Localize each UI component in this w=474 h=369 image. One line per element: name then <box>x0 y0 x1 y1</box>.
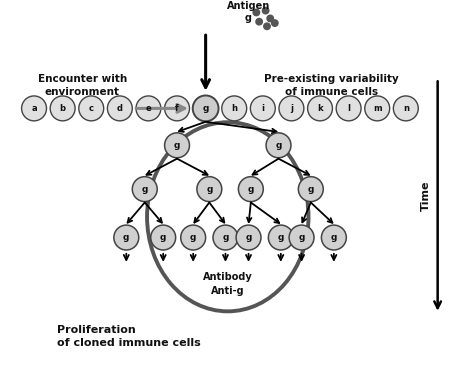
Text: g: g <box>190 233 196 242</box>
Text: b: b <box>60 104 65 113</box>
Circle shape <box>22 96 46 121</box>
Circle shape <box>272 20 278 26</box>
Circle shape <box>151 225 176 250</box>
Circle shape <box>250 96 275 121</box>
Text: h: h <box>231 104 237 113</box>
Circle shape <box>236 225 261 250</box>
Circle shape <box>193 96 219 121</box>
Text: Antigen: Antigen <box>227 1 270 11</box>
Text: m: m <box>373 104 382 113</box>
Circle shape <box>164 133 190 158</box>
Text: g: g <box>245 13 252 23</box>
Circle shape <box>289 225 314 250</box>
Text: g: g <box>308 184 314 194</box>
Circle shape <box>393 96 418 121</box>
Text: l: l <box>347 104 350 113</box>
Circle shape <box>365 96 390 121</box>
Text: Pre-existing variability
of immune cells: Pre-existing variability of immune cells <box>264 74 399 97</box>
Circle shape <box>50 96 75 121</box>
Circle shape <box>181 225 206 250</box>
Text: j: j <box>290 104 293 113</box>
Text: e: e <box>146 104 151 113</box>
Text: a: a <box>31 104 37 113</box>
Circle shape <box>298 177 323 201</box>
Circle shape <box>264 23 270 30</box>
Circle shape <box>238 177 263 201</box>
Text: g: g <box>142 184 148 194</box>
Circle shape <box>336 96 361 121</box>
Circle shape <box>267 15 273 22</box>
Circle shape <box>268 225 293 250</box>
Circle shape <box>164 96 190 121</box>
Circle shape <box>256 18 263 25</box>
Circle shape <box>213 225 238 250</box>
Text: c: c <box>89 104 94 113</box>
Text: g: g <box>202 104 209 113</box>
Text: g: g <box>278 233 284 242</box>
Text: g: g <box>331 233 337 242</box>
Text: g: g <box>247 184 254 194</box>
Circle shape <box>108 96 132 121</box>
Text: d: d <box>117 104 123 113</box>
Text: Proliferation
of cloned immune cells: Proliferation of cloned immune cells <box>57 325 201 348</box>
Text: n: n <box>403 104 409 113</box>
Text: Time: Time <box>421 181 431 211</box>
Circle shape <box>197 177 222 201</box>
Circle shape <box>114 225 139 250</box>
Circle shape <box>263 7 269 14</box>
Circle shape <box>222 96 246 121</box>
Text: g: g <box>174 141 180 150</box>
Text: g: g <box>246 233 252 242</box>
Text: k: k <box>317 104 323 113</box>
Text: f: f <box>175 104 179 113</box>
Circle shape <box>253 9 260 15</box>
Text: g: g <box>160 233 166 242</box>
Circle shape <box>279 96 304 121</box>
Circle shape <box>308 96 332 121</box>
Text: g: g <box>123 233 129 242</box>
Text: g: g <box>275 141 282 150</box>
Circle shape <box>266 133 291 158</box>
Circle shape <box>136 96 161 121</box>
Circle shape <box>321 225 346 250</box>
Text: g: g <box>206 184 212 194</box>
Text: Encounter with
environment: Encounter with environment <box>38 74 127 97</box>
Text: i: i <box>261 104 264 113</box>
Circle shape <box>79 96 104 121</box>
Text: Antibody
Anti-g: Antibody Anti-g <box>203 272 253 296</box>
Text: g: g <box>222 233 228 242</box>
Text: g: g <box>299 233 305 242</box>
Circle shape <box>132 177 157 201</box>
